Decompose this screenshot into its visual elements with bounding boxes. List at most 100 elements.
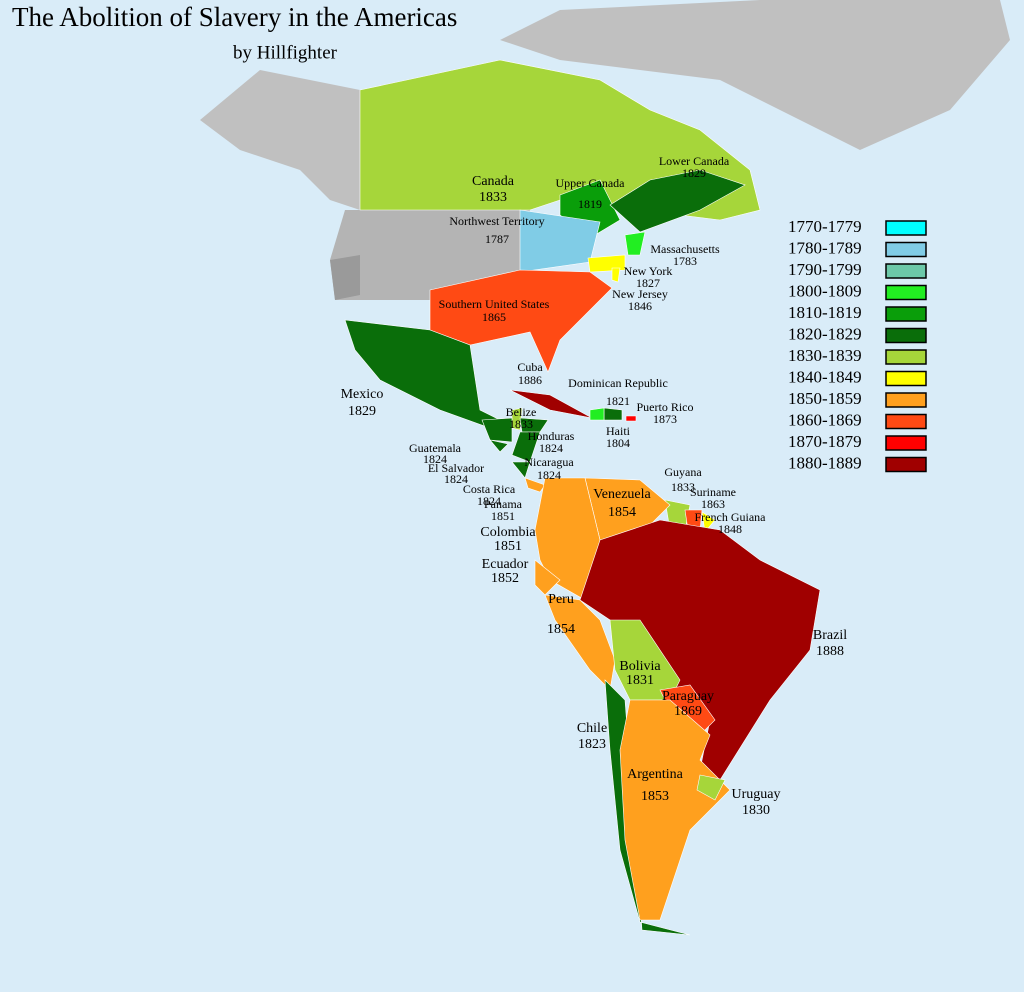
region	[701, 511, 716, 533]
region-year: 1848	[718, 522, 742, 536]
region-year: 1829	[348, 404, 376, 419]
legend-swatch	[885, 413, 927, 430]
region-name: Northwest Territory	[449, 214, 544, 228]
region-year: 1888	[816, 644, 844, 659]
region-name: Venezuela	[593, 487, 651, 502]
region-year: 1821	[606, 394, 630, 408]
region-year: 1824	[423, 452, 447, 466]
region-name: Colombia	[480, 525, 536, 540]
region	[544, 594, 616, 691]
region-name: Brazil	[813, 628, 847, 643]
region	[611, 267, 621, 283]
region-year: 1833	[509, 417, 533, 431]
region-name: Guatemala	[409, 441, 462, 455]
region-name: Mexico	[341, 387, 384, 402]
legend-swatch	[885, 306, 927, 322]
region-name: Peru	[548, 592, 574, 607]
region-year: 1833	[479, 190, 507, 205]
region-name: Southern United States	[439, 297, 550, 311]
region	[609, 169, 746, 233]
region	[624, 231, 646, 256]
region-name: Suriname	[690, 485, 736, 499]
region-year: 1824	[539, 441, 563, 455]
region-name: Haiti	[606, 424, 631, 438]
legend-swatch	[885, 435, 927, 451]
region	[696, 774, 726, 801]
region-year: 1852	[491, 571, 519, 586]
legend-label: 1820-1829	[788, 324, 862, 343]
region-year: 1824	[477, 494, 501, 508]
region-year: 1851	[494, 539, 522, 554]
region-year: 1783	[673, 254, 697, 268]
greenland	[500, 0, 1010, 150]
region-year: 1833	[671, 480, 695, 494]
region-year: 1824	[444, 472, 468, 486]
region-year: 1863	[701, 497, 725, 511]
region-year: 1869	[674, 704, 702, 719]
legend-label: 1770-1779	[788, 217, 862, 236]
region-year: 1854	[608, 505, 636, 520]
region	[603, 407, 623, 421]
region-name: Lower Canada	[659, 154, 730, 168]
region-year: 1886	[518, 373, 542, 387]
region-year: 1829	[682, 166, 706, 180]
region-year: 1865	[482, 310, 506, 324]
region-name: French Guiana	[695, 510, 767, 524]
subtitle: by Hillfighter	[233, 42, 338, 63]
western-us	[330, 210, 530, 300]
legend-label: 1780-1789	[788, 238, 862, 257]
legend-label: 1790-1799	[788, 260, 862, 279]
region-name: Argentina	[627, 767, 684, 782]
legend-swatch	[885, 456, 927, 473]
legend-label: 1880-1889	[788, 453, 862, 472]
legend-swatch	[885, 263, 927, 279]
region-name: Chile	[577, 721, 607, 736]
region	[589, 407, 605, 421]
region	[481, 417, 513, 443]
region-name: Panama	[484, 497, 523, 511]
legend-label: 1810-1819	[788, 303, 862, 322]
title: The Abolition of Slavery in the Americas	[12, 2, 457, 32]
region	[511, 461, 531, 479]
region-name: Cuba	[517, 360, 543, 374]
legend-swatch	[885, 349, 927, 365]
legend-label: 1840-1849	[788, 367, 862, 386]
region-year: 1787	[485, 232, 509, 246]
region-name: Upper Canada	[556, 176, 626, 190]
alaska	[200, 70, 360, 210]
region-year: 1819	[578, 197, 602, 211]
region-name: Belize	[506, 405, 537, 419]
region-name: Guyana	[664, 465, 702, 479]
region	[619, 699, 731, 921]
legend-swatch	[885, 370, 927, 387]
region-name: Bolivia	[619, 659, 661, 674]
region-name: Dominican Republic	[568, 376, 668, 390]
region-year: 1854	[547, 622, 575, 637]
region-name: Massachusetts	[650, 242, 720, 256]
region-year: 1853	[641, 789, 669, 804]
legend-swatch	[885, 220, 927, 236]
region-year: 1830	[742, 803, 770, 818]
region-name: Paraguay	[662, 689, 714, 704]
region-year: 1804	[606, 436, 630, 450]
legend-swatch	[885, 327, 927, 344]
legend-label: 1800-1809	[788, 281, 862, 300]
region-year: 1851	[491, 509, 515, 523]
region-name: Costa Rica	[463, 482, 516, 496]
region-year: 1846	[628, 299, 652, 313]
region-year: 1873	[653, 412, 677, 426]
legend-label: 1870-1879	[788, 432, 862, 451]
region-name: Puerto Rico	[637, 400, 694, 414]
western-us-south	[330, 255, 360, 300]
region-year: 1824	[537, 468, 561, 482]
region	[489, 439, 509, 453]
legend-label: 1830-1839	[788, 346, 862, 365]
region-name: Canada	[472, 174, 515, 189]
region	[524, 477, 546, 493]
region-year: 1823	[578, 737, 606, 752]
region	[534, 477, 601, 601]
region-name: Honduras	[528, 429, 575, 443]
legend-label: 1860-1869	[788, 410, 862, 429]
region-name: Ecuador	[482, 557, 529, 572]
